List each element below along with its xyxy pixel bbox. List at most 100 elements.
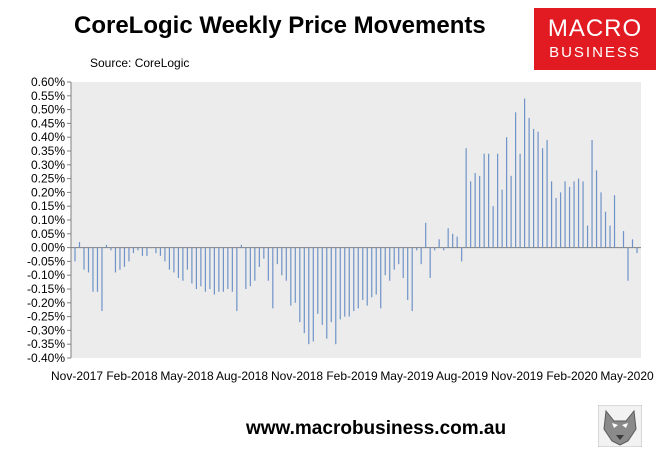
bar <box>636 247 638 254</box>
y-tick-label: 0.30% <box>31 158 65 172</box>
bar <box>249 247 251 287</box>
bar <box>285 247 287 281</box>
website-url: www.macrobusiness.com.au <box>246 418 507 439</box>
bar <box>92 247 94 292</box>
bar <box>182 247 184 281</box>
bar <box>299 247 301 323</box>
bar <box>519 153 521 248</box>
y-axis: 0.60%0.55%0.50%0.45%0.40%0.35%0.30%0.25%… <box>27 75 72 365</box>
bar <box>447 228 449 248</box>
bar <box>510 175 512 248</box>
bar <box>479 175 481 248</box>
bar <box>375 247 377 295</box>
bar <box>384 247 386 276</box>
bar <box>335 247 337 345</box>
bar <box>200 247 202 287</box>
bar <box>564 181 566 248</box>
bar <box>330 247 332 323</box>
bar <box>191 247 193 284</box>
bar <box>164 247 166 262</box>
bar <box>321 247 323 325</box>
bar <box>465 148 467 248</box>
y-tick-label: 0.35% <box>31 144 65 158</box>
bar <box>303 247 305 334</box>
bar <box>87 247 90 273</box>
logo-line-2: BUSINESS <box>549 44 641 61</box>
bar <box>254 247 256 281</box>
y-tick-label: 0.60% <box>31 75 65 89</box>
bar <box>173 247 175 273</box>
bar <box>101 247 103 312</box>
bar <box>609 225 611 248</box>
bar <box>362 247 364 301</box>
bar <box>105 244 108 248</box>
bar <box>213 247 215 295</box>
bar <box>550 181 553 248</box>
x-tick-label: Nov-2019 <box>491 369 543 383</box>
x-tick-label: Feb-2020 <box>546 369 598 383</box>
bar <box>236 247 238 312</box>
y-tick-label: -0.30% <box>27 323 65 337</box>
bar <box>613 195 616 248</box>
bar <box>604 211 607 248</box>
bar <box>263 247 265 259</box>
price-movement-chart: 0.60%0.55%0.50%0.45%0.40%0.35%0.30%0.25%… <box>27 75 654 383</box>
bar <box>559 192 562 248</box>
bar <box>411 247 413 312</box>
bar <box>96 247 99 292</box>
bar <box>218 247 220 292</box>
bar <box>402 247 404 278</box>
y-tick-label: -0.35% <box>27 337 65 351</box>
bar <box>393 247 395 270</box>
bar <box>627 247 629 281</box>
bar <box>312 247 314 342</box>
x-tick-label: Aug-2019 <box>436 369 488 383</box>
bar <box>132 247 135 254</box>
y-tick-label: 0.15% <box>31 199 65 213</box>
bar <box>227 247 229 289</box>
bar <box>420 247 422 265</box>
bar <box>389 247 391 281</box>
bar <box>438 239 440 248</box>
y-tick-label: 0.05% <box>31 227 65 241</box>
bar <box>528 117 530 248</box>
bar <box>371 247 373 298</box>
bar <box>267 247 269 281</box>
bar <box>348 247 350 317</box>
x-tick-label: Nov-2017 <box>51 369 103 383</box>
y-tick-label: -0.10% <box>27 268 65 282</box>
bar <box>452 233 454 248</box>
bar <box>74 247 76 262</box>
chart-title: CoreLogic Weekly Price Movements <box>74 12 486 39</box>
y-tick-label: 0.50% <box>31 103 65 117</box>
bar <box>537 131 539 248</box>
bar <box>573 181 575 248</box>
bar <box>155 247 157 254</box>
bar <box>357 247 359 309</box>
bar <box>443 247 445 251</box>
bar <box>456 236 458 248</box>
bar <box>141 247 144 256</box>
bar <box>582 181 584 248</box>
bar <box>591 139 593 248</box>
bar <box>240 244 242 248</box>
bar <box>344 247 346 317</box>
bar <box>83 247 85 270</box>
bar <box>258 247 260 267</box>
y-tick-label: -0.40% <box>27 351 65 365</box>
bar <box>150 247 153 249</box>
x-tick-label: Feb-2019 <box>326 369 378 383</box>
bar <box>317 247 319 314</box>
bar <box>416 247 418 251</box>
x-tick-label: Nov-2018 <box>271 369 323 383</box>
bar <box>119 247 121 270</box>
bar <box>245 247 247 289</box>
bar <box>434 247 436 251</box>
bar <box>168 247 171 270</box>
bar <box>209 247 211 289</box>
bar <box>483 153 485 248</box>
bar <box>501 189 503 248</box>
bar <box>577 178 580 248</box>
macrobusiness-logo: MACRO BUSINESS <box>534 8 656 70</box>
bar <box>339 247 341 320</box>
